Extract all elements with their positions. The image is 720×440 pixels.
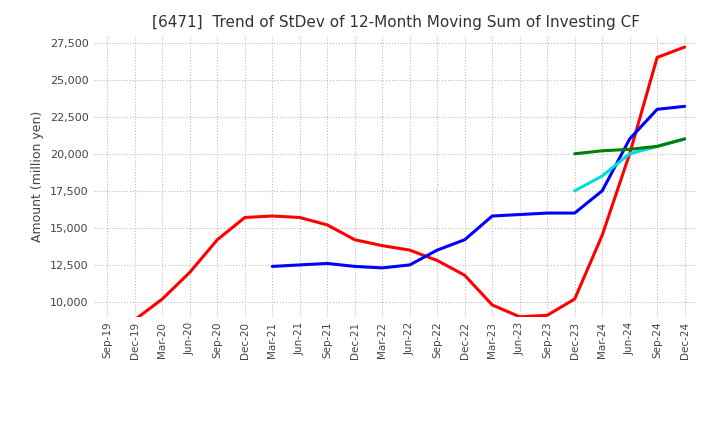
3 Years	[378, 243, 387, 248]
3 Years	[680, 44, 689, 50]
3 Years	[268, 213, 276, 219]
5 Years	[351, 264, 359, 269]
Line: 5 Years: 5 Years	[272, 106, 685, 268]
3 Years	[158, 297, 166, 302]
5 Years	[680, 104, 689, 109]
3 Years	[433, 258, 441, 263]
3 Years	[653, 55, 662, 60]
7 Years	[598, 173, 606, 179]
3 Years	[460, 273, 469, 278]
5 Years	[516, 212, 524, 217]
3 Years	[186, 270, 194, 275]
3 Years	[516, 314, 524, 319]
5 Years	[323, 261, 332, 266]
5 Years	[460, 237, 469, 242]
Line: 10 Years: 10 Years	[575, 139, 685, 154]
5 Years	[653, 106, 662, 112]
10 Years	[680, 136, 689, 142]
3 Years	[351, 237, 359, 242]
10 Years	[653, 144, 662, 149]
7 Years	[653, 144, 662, 149]
5 Years	[626, 136, 634, 142]
5 Years	[570, 210, 579, 216]
3 Years	[405, 247, 414, 253]
3 Years	[103, 326, 112, 331]
3 Years	[130, 317, 139, 323]
3 Years	[323, 222, 332, 227]
Line: 3 Years: 3 Years	[107, 47, 685, 329]
3 Years	[570, 297, 579, 302]
3 Years	[488, 302, 497, 308]
10 Years	[626, 147, 634, 152]
5 Years	[405, 262, 414, 268]
10 Years	[570, 151, 579, 156]
3 Years	[240, 215, 249, 220]
3 Years	[626, 151, 634, 156]
Title: [6471]  Trend of StDev of 12-Month Moving Sum of Investing CF: [6471] Trend of StDev of 12-Month Moving…	[152, 15, 640, 30]
5 Years	[378, 265, 387, 271]
Y-axis label: Amount (million yen): Amount (million yen)	[32, 110, 45, 242]
Line: 7 Years: 7 Years	[575, 139, 685, 191]
3 Years	[295, 215, 304, 220]
5 Years	[543, 210, 552, 216]
7 Years	[626, 151, 634, 156]
5 Years	[598, 188, 606, 194]
10 Years	[598, 148, 606, 154]
3 Years	[543, 313, 552, 318]
3 Years	[213, 237, 222, 242]
5 Years	[295, 262, 304, 268]
5 Years	[433, 247, 441, 253]
7 Years	[680, 136, 689, 142]
5 Years	[488, 213, 497, 219]
7 Years	[570, 188, 579, 194]
5 Years	[268, 264, 276, 269]
3 Years	[598, 233, 606, 238]
